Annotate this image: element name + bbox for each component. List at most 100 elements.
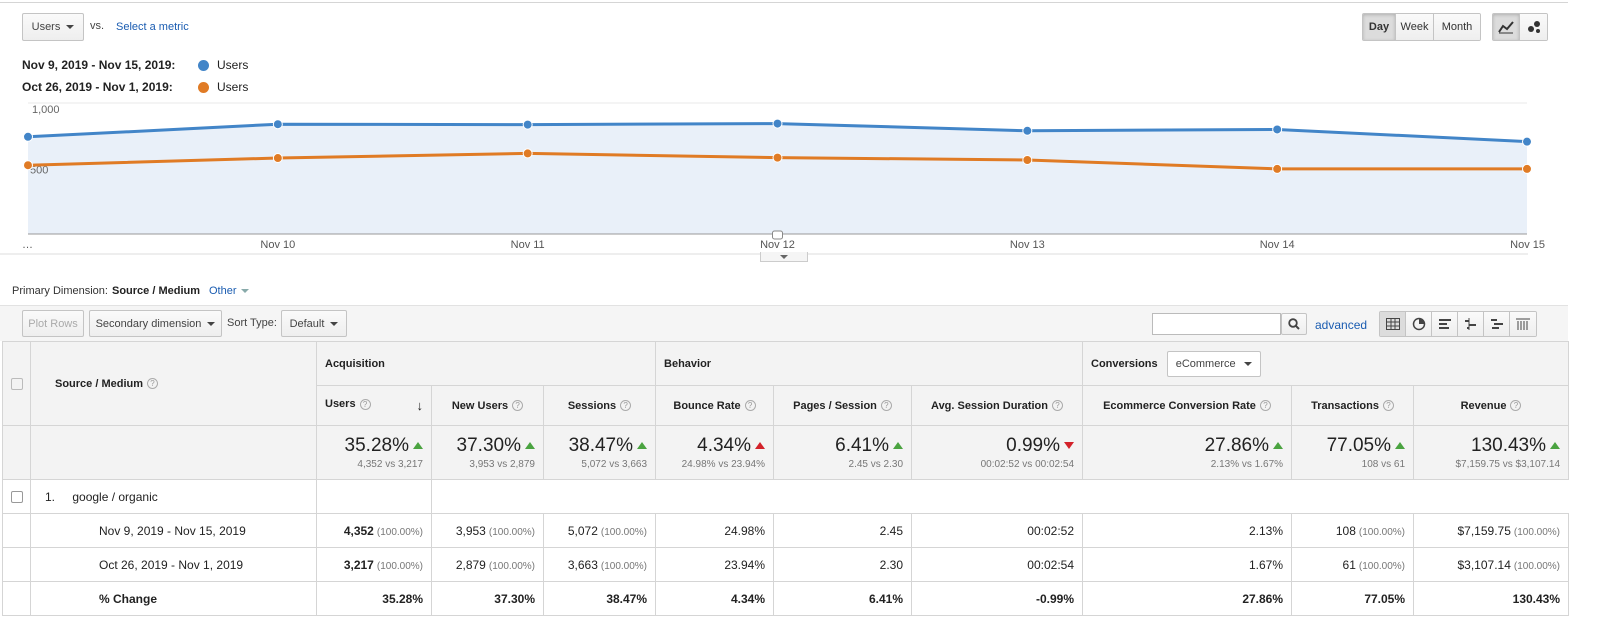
advanced-link[interactable]: advanced	[1315, 318, 1368, 332]
primary-dimension-other[interactable]: Other	[209, 285, 249, 297]
help-icon[interactable]: ?	[1051, 400, 1063, 412]
help-icon[interactable]: ?	[359, 398, 371, 410]
cell-value: 2.30	[879, 557, 904, 572]
data-point	[272, 119, 283, 130]
cell-value: 4,352	[343, 523, 374, 538]
chart-collapse-handle[interactable]	[760, 252, 808, 262]
chevron-down-icon	[207, 321, 216, 326]
day-button[interactable]: Day	[1363, 14, 1396, 40]
bar-chart-icon	[1438, 319, 1451, 329]
conversions-select-value: eCommerce	[1175, 357, 1236, 370]
cell-value: 2.13%	[1248, 523, 1284, 538]
summary-comparison: 2.13% vs 1.67%	[1210, 459, 1284, 470]
col-avg-session-duration[interactable]: Avg. Session Duration?	[911, 385, 1084, 426]
select-all-checkbox[interactable]	[11, 378, 23, 391]
metric-select-label: Users	[31, 21, 61, 33]
col-new-users[interactable]: New Users?	[431, 385, 544, 426]
legend-current: Nov 9, 2019 - Nov 15, 2019: Users	[22, 58, 248, 72]
vs-label: vs.	[90, 20, 105, 32]
row-checkbox[interactable]	[11, 491, 23, 504]
search-button[interactable]	[1281, 313, 1307, 335]
metric-select[interactable]: Users	[22, 13, 84, 41]
data-cell: 00:02:52	[911, 513, 1084, 548]
col-pages-session[interactable]: Pages / Session?	[773, 385, 913, 426]
select-metric-link[interactable]: Select a metric	[116, 21, 189, 33]
col-sessions[interactable]: Sessions?	[542, 385, 657, 426]
help-icon[interactable]: ?	[1382, 400, 1394, 412]
x-tick-label: …	[22, 239, 33, 251]
bubble-chart-icon	[1527, 21, 1540, 33]
summary-blank	[30, 425, 317, 480]
comparison-icon	[1464, 318, 1476, 330]
plot-rows-button[interactable]: Plot Rows	[22, 310, 84, 337]
primary-dimension-active[interactable]: Source / Medium	[112, 285, 201, 297]
help-icon[interactable]: ?	[744, 400, 756, 412]
help-icon[interactable]: ?	[1510, 400, 1522, 412]
annotation-marker	[772, 230, 783, 240]
x-tick-label: Nov 10	[260, 239, 295, 251]
arrow-up-icon	[893, 442, 904, 449]
help-icon[interactable]: ?	[1259, 400, 1271, 412]
search-icon	[1288, 318, 1300, 330]
col-bounce-rate-label: Bounce Rate	[673, 399, 741, 412]
cell-value: 61	[1342, 557, 1356, 572]
summary-comparison: 108 vs 61	[1361, 459, 1406, 470]
data-table: Source / Medium? Acquisition Behavior Co…	[2, 341, 1570, 616]
dimension-header[interactable]: Source / Medium?	[30, 341, 317, 426]
help-icon[interactable]: ?	[620, 400, 632, 412]
help-icon[interactable]: ?	[512, 400, 524, 412]
sort-type-select[interactable]: Default	[281, 310, 347, 337]
summary-percent: 0.99%	[1006, 435, 1061, 456]
row-dimension-link[interactable]: google / organic	[72, 489, 158, 504]
chart-type-toggle	[1492, 13, 1548, 41]
col-ecommerce-conversion-rate[interactable]: Ecommerce Conversion Rate?	[1082, 385, 1293, 426]
table-icon	[1385, 318, 1400, 330]
secondary-dimension-label: Secondary dimension	[95, 317, 202, 330]
data-cell: $3,107.14 (100.00%)	[1413, 547, 1570, 582]
x-tick-label: Nov 14	[1260, 239, 1295, 251]
data-point	[23, 131, 33, 142]
summary-comparison: 00:02:52 vs 00:02:54	[980, 459, 1075, 470]
col-revenue[interactable]: Revenue?	[1413, 385, 1570, 426]
chevron-down-icon	[780, 254, 788, 259]
summary-percent: 38.47%	[568, 435, 634, 456]
data-cell: 24.98%	[655, 513, 775, 548]
col-bounce-rate[interactable]: Bounce Rate?	[655, 385, 775, 426]
performance-view-button[interactable]	[1432, 312, 1458, 336]
period-row: Nov 9, 2019 - Nov 15, 2019 4,352 (100.00%…	[2, 513, 1570, 548]
data-cell: 2.30	[773, 547, 913, 582]
col-transactions[interactable]: Transactions?	[1291, 385, 1415, 426]
data-table-view-button[interactable]	[1380, 312, 1406, 336]
change-cell: 77.05%	[1291, 581, 1415, 616]
comparison-view-button[interactable]	[1458, 312, 1484, 336]
motion-chart-button[interactable]	[1520, 14, 1547, 40]
data-point	[1522, 163, 1532, 174]
data-point	[522, 119, 533, 130]
series-area	[28, 123, 1527, 234]
conversions-goal-select[interactable]: eCommerce	[1166, 350, 1261, 377]
data-cell: 3,663 (100.00%)	[542, 547, 657, 582]
arrow-up-icon	[1550, 442, 1561, 449]
arrow-down-icon	[1064, 442, 1075, 449]
week-button[interactable]: Week	[1396, 14, 1434, 40]
table-search-input[interactable]	[1152, 313, 1281, 335]
help-icon[interactable]: ?	[147, 378, 159, 390]
summary-comparison: 2.45 vs 2.30	[848, 459, 904, 470]
col-users-label: Users	[325, 398, 356, 410]
term-cloud-view-button[interactable]	[1484, 312, 1510, 336]
month-button[interactable]: Month	[1434, 14, 1480, 40]
row-blank	[431, 479, 1569, 514]
col-users[interactable]: Users? ↓	[316, 385, 432, 426]
legend-previous: Oct 26, 2019 - Nov 1, 2019: Users	[22, 80, 248, 94]
legend-previous-metric: Users	[217, 80, 249, 94]
col-new-users-label: New Users	[451, 399, 509, 412]
summary-percent: 37.30%	[456, 435, 521, 456]
pivot-view-button[interactable]	[1510, 312, 1536, 336]
help-icon[interactable]: ?	[880, 400, 892, 412]
secondary-dimension-select[interactable]: Secondary dimension	[89, 310, 222, 337]
cell-percent: (100.00%)	[376, 526, 423, 538]
percentage-view-button[interactable]	[1406, 312, 1432, 336]
line-chart-button[interactable]	[1493, 14, 1520, 40]
data-point	[772, 118, 783, 129]
cell-value: 1.67%	[1248, 557, 1284, 572]
